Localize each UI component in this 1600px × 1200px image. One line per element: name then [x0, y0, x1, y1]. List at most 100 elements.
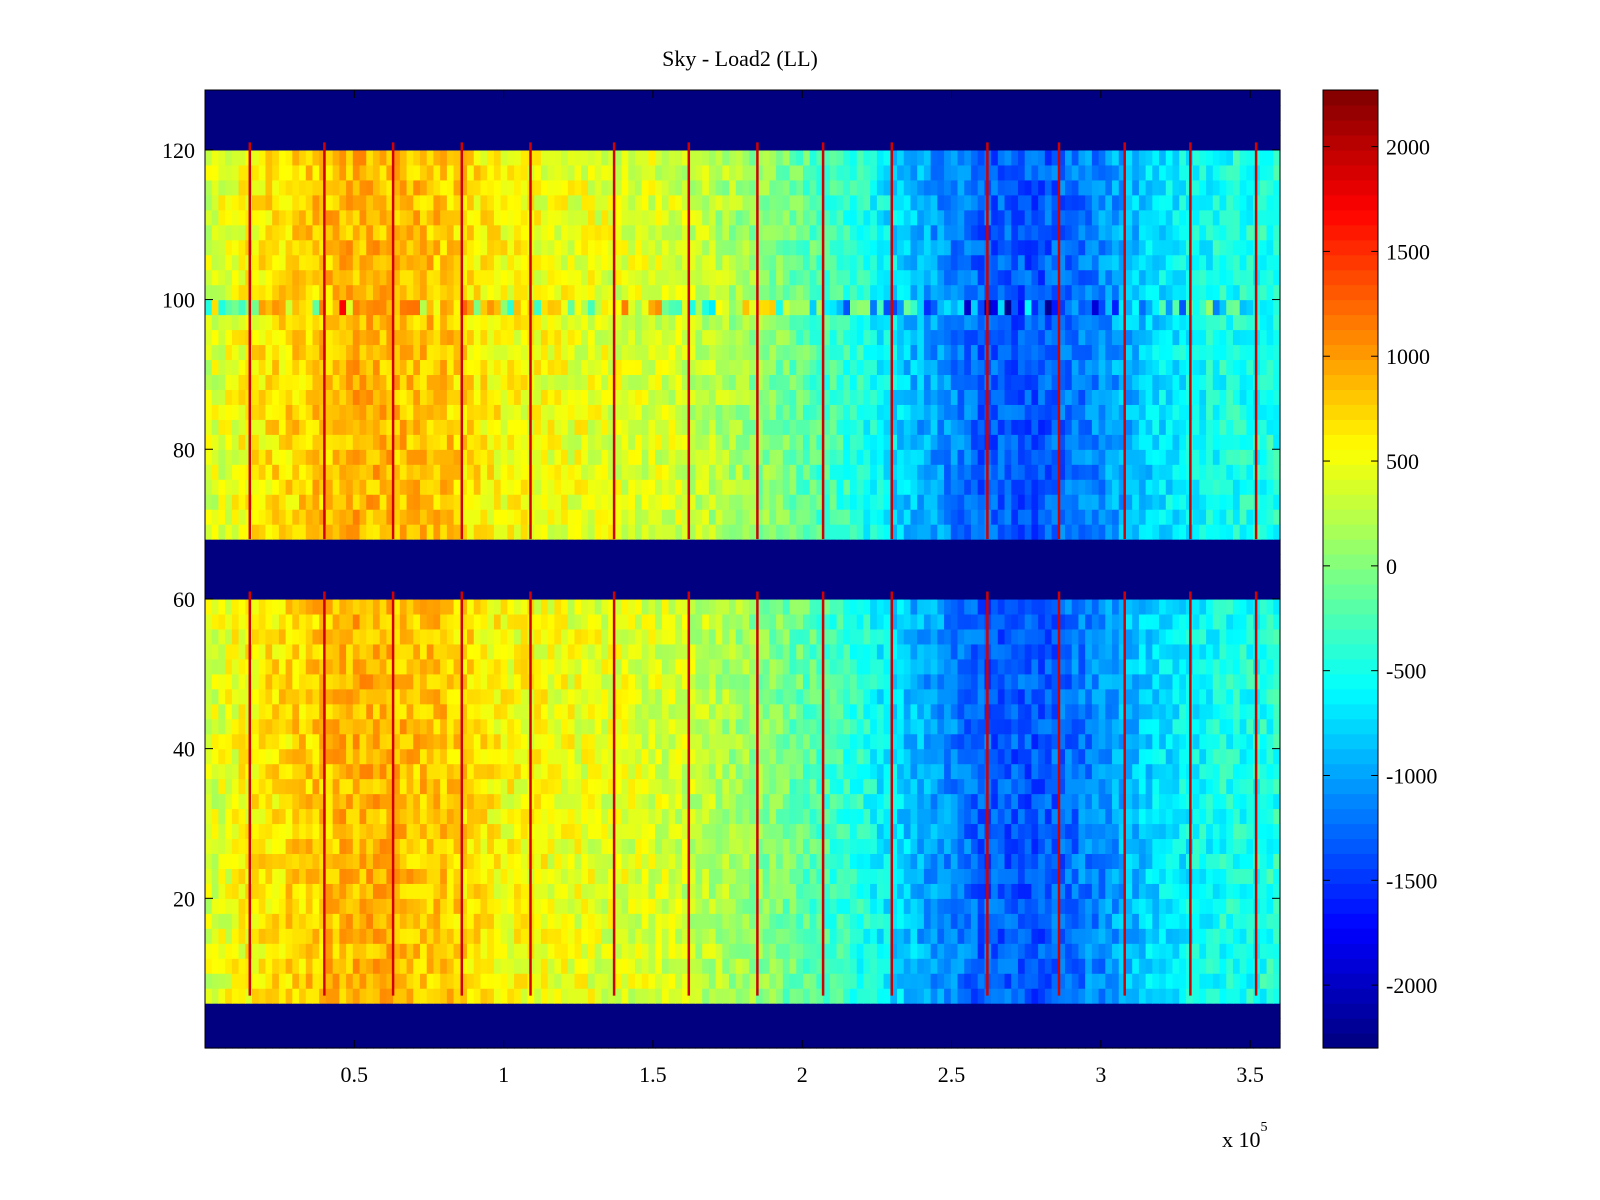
heatmap-cell: [453, 763, 461, 780]
heatmap-cell: [1273, 628, 1281, 645]
heatmap-cell: [238, 898, 246, 914]
heatmap-cell: [574, 928, 582, 944]
heatmap-cell: [742, 688, 750, 705]
heatmap-cell: [977, 748, 985, 765]
heatmap-cell: [272, 793, 280, 810]
heatmap-cell: [1017, 853, 1026, 869]
heatmap-cell: [655, 868, 663, 884]
heatmap-cell: [292, 718, 300, 735]
heatmap-cell: [641, 883, 650, 899]
heatmap-cell: [1226, 1018, 1234, 1034]
heatmap-cell: [1125, 838, 1133, 855]
heatmap-cell: [1192, 913, 1200, 929]
heatmap-cell: [1085, 943, 1093, 959]
heatmap-cell: [467, 853, 475, 869]
heatmap-cell: [856, 688, 865, 705]
heatmap-cell: [1078, 598, 1086, 615]
heatmap-cell: [1259, 658, 1268, 675]
heatmap-cell: [1266, 598, 1274, 615]
heatmap-cell: [305, 643, 314, 660]
heatmap-cell: [621, 1003, 629, 1019]
heatmap-cell: [742, 883, 750, 899]
heatmap-cell: [245, 1018, 253, 1034]
heatmap-cell: [346, 853, 354, 869]
heatmap-cell: [802, 823, 811, 840]
heatmap-cell: [742, 748, 750, 765]
heatmap-cell: [379, 748, 388, 765]
heatmap-cell: [1024, 658, 1033, 675]
heatmap-cell: [601, 658, 609, 675]
heatmap-cell: [1058, 808, 1066, 825]
heatmap-cell: [1212, 958, 1221, 974]
heatmap-cell: [708, 703, 717, 720]
heatmap-cell: [1051, 808, 1059, 825]
heatmap-cell: [655, 748, 663, 765]
heatmap-cell: [359, 583, 367, 600]
heatmap-cell: [769, 988, 777, 1004]
heatmap-cell: [843, 793, 851, 810]
heatmap-cell: [1246, 793, 1254, 810]
heatmap-cell: [487, 823, 495, 840]
heatmap-cell: [1031, 793, 1039, 810]
heatmap-cell: [1199, 1033, 1207, 1049]
heatmap-cell: [574, 808, 582, 825]
heatmap-cell: [453, 703, 461, 720]
heatmap-cell: [823, 583, 831, 600]
heatmap-cell: [352, 943, 361, 959]
heatmap-cell: [1125, 793, 1133, 810]
heatmap-cell: [1179, 823, 1187, 840]
heatmap-cell: [352, 973, 361, 989]
heatmap-cell: [655, 838, 663, 855]
heatmap-cell: [1132, 883, 1140, 899]
heatmap-cell: [352, 883, 361, 899]
heatmap-cell: [493, 958, 502, 974]
heatmap-cell: [682, 898, 690, 914]
heatmap-cell: [1138, 958, 1147, 974]
heatmap-cell: [480, 733, 488, 750]
heatmap-cell: [413, 868, 421, 884]
heatmap-cell: [762, 613, 770, 630]
heatmap-cell: [440, 628, 448, 645]
heatmap-cell: [789, 808, 797, 825]
heatmap-cell: [923, 838, 932, 855]
heatmap-cell: [769, 658, 777, 675]
heatmap-cell: [225, 913, 233, 929]
heatmap-cell: [406, 673, 414, 690]
heatmap-cell: [1017, 868, 1026, 884]
heatmap-cell: [917, 973, 925, 989]
heatmap-cell: [1078, 673, 1086, 690]
heatmap-cell: [863, 868, 871, 884]
heatmap-cell: [937, 973, 945, 989]
heatmap-cell: [843, 688, 851, 705]
heatmap-cell: [325, 763, 334, 780]
heatmap-cell: [910, 703, 918, 720]
heatmap-cell: [903, 643, 912, 660]
heatmap-cell: [487, 598, 495, 615]
heatmap-cell: [540, 988, 549, 1004]
heatmap-cell: [749, 898, 757, 914]
heatmap-cell: [688, 808, 697, 825]
heatmap-cell: [366, 703, 374, 720]
heatmap-cell: [1024, 883, 1033, 899]
heatmap-cell: [265, 673, 273, 690]
heatmap-cell: [225, 569, 233, 585]
heatmap-cell: [211, 569, 220, 585]
heatmap-cell: [621, 673, 629, 690]
heatmap-cell: [1226, 883, 1234, 899]
heatmap-cell: [460, 703, 468, 720]
heatmap-cell: [379, 1018, 388, 1034]
heatmap-cell: [285, 958, 293, 974]
heatmap-cell: [957, 718, 965, 735]
heatmap-cell: [1138, 988, 1147, 1004]
heatmap-cell: [265, 928, 273, 944]
heatmap-cell: [702, 733, 710, 750]
heatmap-cell: [1192, 733, 1200, 750]
heatmap-cell: [272, 778, 280, 795]
heatmap-cell: [601, 793, 609, 810]
heatmap-cell: [305, 868, 314, 884]
heatmap-cell: [561, 673, 569, 690]
heatmap-cell: [1239, 823, 1248, 840]
heatmap-cell: [964, 988, 972, 1004]
heatmap-cell: [346, 1018, 354, 1034]
heatmap-cell: [540, 883, 549, 899]
